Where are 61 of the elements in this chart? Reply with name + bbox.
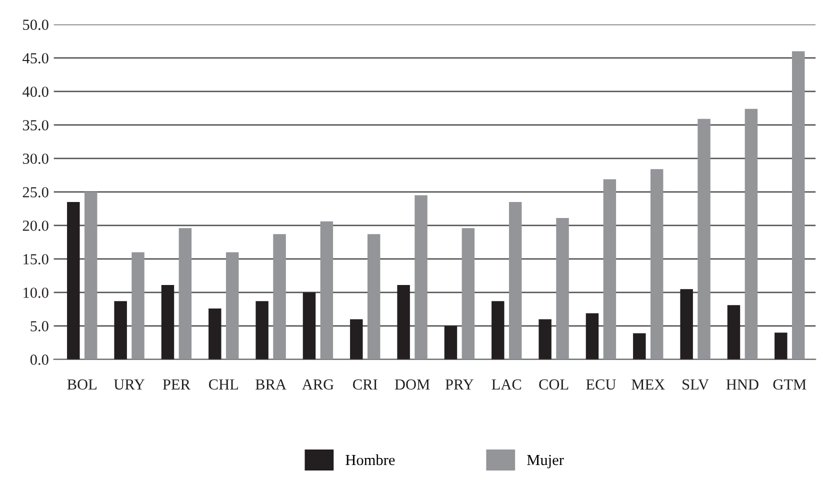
x-tick-label: CHL <box>208 379 238 390</box>
bar <box>586 313 599 360</box>
y-tick-label: 15.0 <box>24 254 48 264</box>
y-tick-label: 30.0 <box>22 154 48 164</box>
y-tick-label: 0.0 <box>30 354 48 365</box>
bar <box>792 51 805 360</box>
x-tick-label: HND <box>726 379 758 390</box>
x-tick-label: URY <box>114 379 145 390</box>
x-tick-label: MEX <box>632 379 665 390</box>
x-tick-label: ECU <box>586 379 616 390</box>
y-tick-label: 20.0 <box>22 220 48 231</box>
bar <box>161 285 174 360</box>
x-tick-label: COL <box>539 379 568 390</box>
bar <box>414 195 428 360</box>
x-tick-label: GTM <box>773 379 806 390</box>
bar <box>698 118 710 360</box>
bar <box>256 301 268 360</box>
legend-label: Mujer <box>527 454 564 468</box>
bar <box>680 289 693 360</box>
x-tick-label: PER <box>162 379 190 390</box>
y-tick-label: 35.0 <box>22 120 48 130</box>
x-tick-label: BRA <box>256 379 286 390</box>
bar <box>508 202 522 360</box>
bar <box>114 301 127 360</box>
bar <box>727 305 740 360</box>
legend-label: Hombre <box>346 454 395 466</box>
y-tick-label: 40.0 <box>22 86 48 97</box>
bar <box>603 179 616 360</box>
bar <box>350 319 363 360</box>
x-tick-label: DOM <box>394 379 430 390</box>
bar <box>444 326 458 360</box>
bar <box>774 332 788 360</box>
bar <box>132 252 144 360</box>
x-tick-label: ARG <box>302 379 334 390</box>
bar <box>633 333 646 360</box>
bar <box>538 319 552 360</box>
bar <box>462 228 475 360</box>
y-tick-label: 10.0 <box>24 288 48 298</box>
bar <box>67 202 80 360</box>
x-tick-label: PRY <box>445 379 474 390</box>
bar <box>320 221 334 360</box>
bar <box>367 234 380 360</box>
x-tick-label: CRI <box>353 379 378 390</box>
y-tick-label: 25.0 <box>22 187 48 198</box>
bar <box>556 218 569 360</box>
x-tick-label: SLV <box>682 379 709 390</box>
bar <box>650 169 664 360</box>
bar <box>84 192 98 360</box>
bar <box>492 301 504 360</box>
bar <box>178 228 192 360</box>
bar <box>208 308 222 360</box>
bar <box>273 234 286 360</box>
x-tick-label: LAC <box>492 379 522 390</box>
x-tick-label: BOL <box>67 379 96 390</box>
y-tick-label: 50.0 <box>23 20 48 30</box>
y-tick-label: 5.0 <box>30 321 48 332</box>
bar <box>226 252 239 360</box>
y-tick-label: 45.0 <box>22 53 48 64</box>
bar <box>302 292 316 360</box>
bar <box>744 108 758 360</box>
bar <box>397 285 410 360</box>
